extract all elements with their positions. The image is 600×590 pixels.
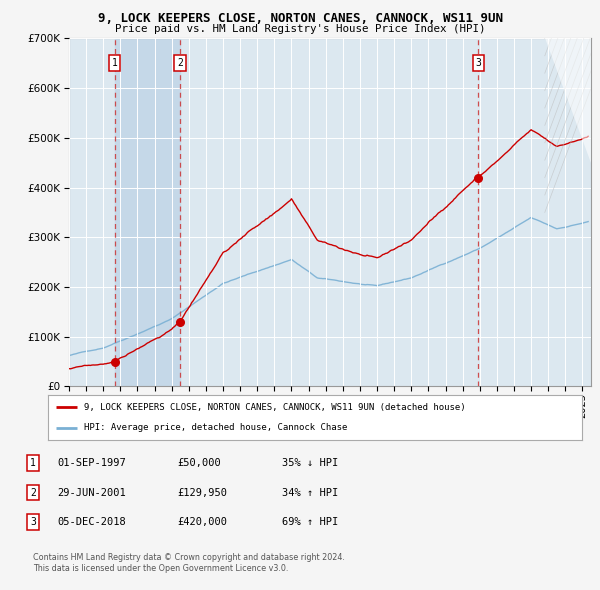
Text: £50,000: £50,000: [177, 458, 221, 468]
Text: 35% ↓ HPI: 35% ↓ HPI: [282, 458, 338, 468]
Text: 1: 1: [112, 58, 118, 68]
Text: £129,950: £129,950: [177, 488, 227, 497]
Text: HPI: Average price, detached house, Cannock Chase: HPI: Average price, detached house, Cann…: [85, 423, 347, 432]
Text: Contains HM Land Registry data © Crown copyright and database right 2024.: Contains HM Land Registry data © Crown c…: [33, 553, 345, 562]
Text: £420,000: £420,000: [177, 517, 227, 527]
Text: 01-SEP-1997: 01-SEP-1997: [57, 458, 126, 468]
Text: This data is licensed under the Open Government Licence v3.0.: This data is licensed under the Open Gov…: [33, 565, 289, 573]
Text: 1: 1: [30, 458, 36, 468]
Bar: [115, 38, 180, 386]
Text: 9, LOCK KEEPERS CLOSE, NORTON CANES, CANNOCK, WS11 9UN: 9, LOCK KEEPERS CLOSE, NORTON CANES, CAN…: [97, 12, 503, 25]
Text: 2: 2: [177, 58, 183, 68]
Text: 29-JUN-2001: 29-JUN-2001: [57, 488, 126, 497]
Text: 34% ↑ HPI: 34% ↑ HPI: [282, 488, 338, 497]
Text: 3: 3: [30, 517, 36, 527]
Text: 3: 3: [475, 58, 481, 68]
Text: 69% ↑ HPI: 69% ↑ HPI: [282, 517, 338, 527]
Text: 05-DEC-2018: 05-DEC-2018: [57, 517, 126, 527]
Text: 9, LOCK KEEPERS CLOSE, NORTON CANES, CANNOCK, WS11 9UN (detached house): 9, LOCK KEEPERS CLOSE, NORTON CANES, CAN…: [85, 403, 466, 412]
Text: 2: 2: [30, 488, 36, 497]
Polygon shape: [545, 38, 591, 163]
Text: Price paid vs. HM Land Registry's House Price Index (HPI): Price paid vs. HM Land Registry's House …: [115, 24, 485, 34]
